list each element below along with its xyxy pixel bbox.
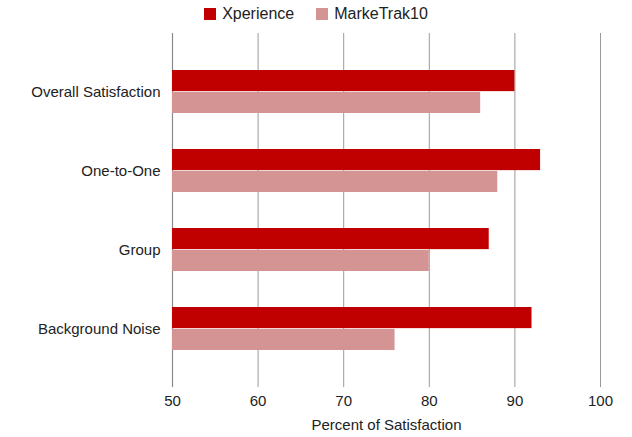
html-text:MarkeTrak10: MarkeTrak10: [334, 5, 428, 22]
svg-text:70: 70: [335, 392, 352, 409]
svg-text:Percent of Satisfaction: Percent of Satisfaction: [311, 416, 461, 433]
svg-text:60: 60: [250, 392, 267, 409]
svg-text:50: 50: [164, 392, 181, 409]
html-text:Xperience: Xperience: [222, 5, 295, 22]
svg-text:One-to-One: One-to-One: [81, 162, 160, 179]
svg-text:Group: Group: [119, 241, 161, 258]
svg-text:Background Noise: Background Noise: [38, 320, 161, 337]
svg-text:Overall Satisfaction: Overall Satisfaction: [31, 83, 160, 100]
svg-text:100: 100: [588, 392, 613, 409]
svg-text:80: 80: [421, 392, 438, 409]
svg-text:90: 90: [507, 392, 524, 409]
